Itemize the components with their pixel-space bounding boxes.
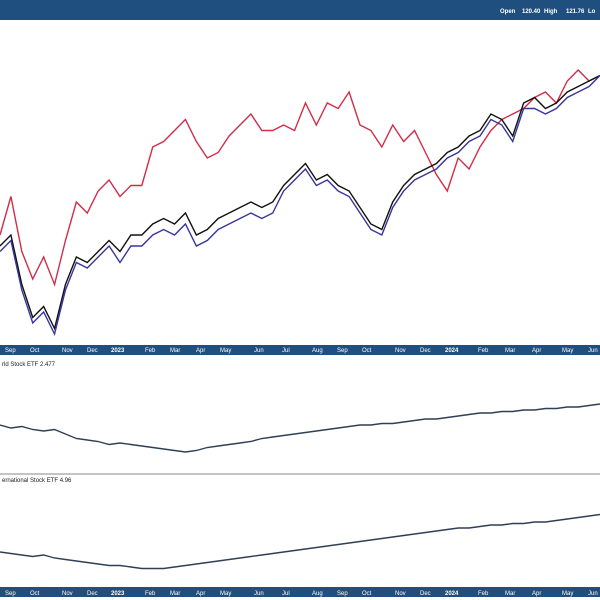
time-axis-label: Dec [87,591,98,597]
time-axis-label: May [220,591,231,597]
ratio1-series-line [0,403,600,453]
time-axis-label: Sep [5,591,16,597]
time-axis-label: May [220,348,231,354]
time-axis-label: 2023 [111,591,125,597]
time-axis-label: Feb [145,591,156,597]
ratio2-series-line [0,513,600,570]
time-axis-label: Dec [87,348,98,354]
main-series-group [0,69,600,337]
low-label: Lo [588,9,596,15]
time-axis-label: Jul [282,591,290,597]
ratio2-series-group [0,513,600,570]
time-axis-label: Sep [337,591,348,597]
time-axis-labels: Sep Oct Nov Dec 2023 Feb Mar Apr May Jun Jul Aug Sep… [5,348,598,354]
time-axis-label: Mar [170,591,180,597]
open-value: 120.40 [522,9,541,15]
time-axis-label: Jul [282,348,290,354]
time-axis-label: Sep [337,348,348,354]
time-axis-bar-bottom [0,587,600,597]
time-axis-label: 2023 [111,348,125,354]
time-axis-label: May [562,591,573,597]
time-axis-label: Feb [478,591,489,597]
high-value: 121.76 [566,9,585,15]
main-series-line-3 [0,75,600,337]
time-axis-label: Mar [170,348,180,354]
time-axis-bar [0,345,600,355]
time-axis-label: Nov [62,348,73,354]
time-axis-label: Jun [254,348,264,354]
time-axis-label: 2024 [445,591,459,597]
quote-bar [0,0,600,20]
time-axis-label: Mar [505,591,515,597]
time-axis-label: Feb [145,348,156,354]
ratio-panel-1-label: rld Stock ETF 2.477 [2,362,56,368]
time-axis-label: Feb [478,348,489,354]
time-axis-label: Oct [30,348,40,354]
time-axis-label: Mar [505,348,515,354]
time-axis-label: Sep [5,348,16,354]
time-axis-label: Jun [254,591,264,597]
time-axis-label: Apr [532,348,541,354]
time-axis-label: Oct [362,591,372,597]
time-axis-label: Aug [312,348,323,354]
time-axis-label: Aug [312,591,323,597]
time-axis-label: Oct [30,591,40,597]
ratio-panel-2-label: ernational Stock ETF 4.96 [2,478,72,484]
time-axis-label: Dec [420,591,431,597]
main-series-line-2 [0,74,600,331]
time-axis-label: Jun [588,348,598,354]
time-axis-label: 2024 [445,348,459,354]
ratio1-series-group [0,403,600,453]
main-series-line-1 [0,69,600,287]
high-label: High [544,9,558,15]
time-axis-label: Jun [588,591,598,597]
time-axis-label: Nov [395,591,406,597]
time-axis-labels-bottom: Sep Oct Nov Dec 2023 Feb Mar Apr May Jun Jul Aug Sep… [5,591,598,597]
time-axis-label: May [562,348,573,354]
time-axis-label: Apr [196,348,205,354]
time-axis-label: Nov [62,591,73,597]
time-axis-label: Dec [420,348,431,354]
time-axis-label: Oct [362,348,372,354]
time-axis-label: Apr [196,591,205,597]
time-axis-label: Nov [395,348,406,354]
time-axis-label: Apr [532,591,541,597]
open-label: Open [500,9,516,15]
